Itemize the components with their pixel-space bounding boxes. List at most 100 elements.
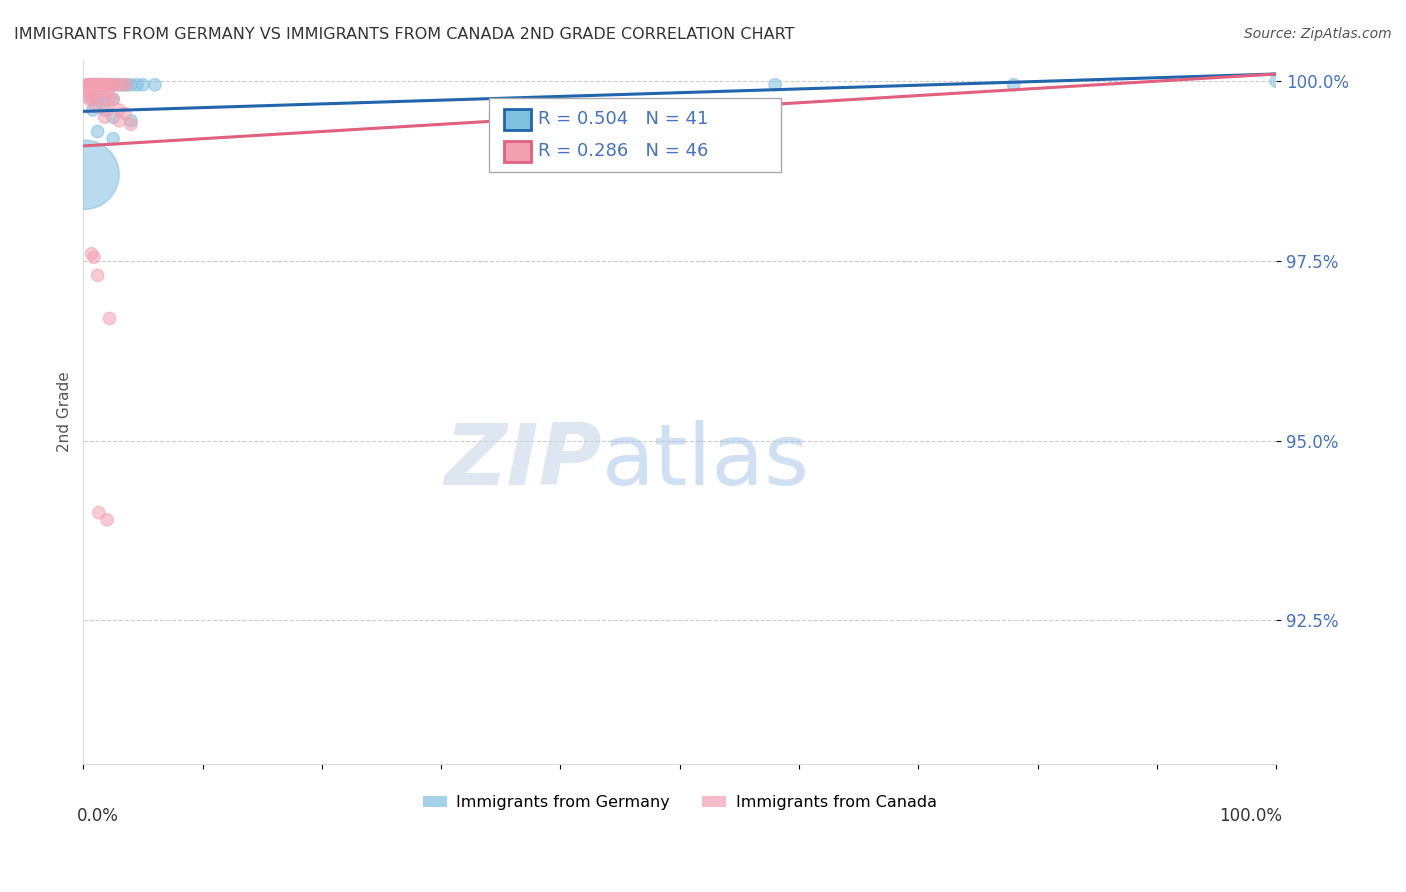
Legend: Immigrants from Germany, Immigrants from Canada: Immigrants from Germany, Immigrants from…	[416, 789, 943, 816]
Point	[101, 110, 124, 124]
Point	[84, 78, 107, 92]
Point	[114, 106, 136, 120]
Point	[80, 78, 103, 92]
Point	[94, 92, 117, 106]
Point	[1265, 74, 1288, 88]
Point	[80, 246, 103, 260]
Point	[77, 78, 100, 92]
Point	[77, 78, 100, 92]
Point	[76, 78, 98, 92]
Point	[94, 78, 117, 92]
Point	[91, 78, 114, 92]
Point	[82, 103, 104, 117]
Point	[105, 78, 128, 92]
Point	[111, 78, 134, 92]
Point	[77, 78, 100, 92]
Point	[1002, 78, 1025, 92]
Text: R = 0.286   N = 46: R = 0.286 N = 46	[537, 142, 709, 161]
Point	[93, 78, 115, 92]
Point	[77, 78, 100, 92]
Point	[96, 513, 118, 527]
Point	[86, 78, 108, 92]
Point	[104, 78, 127, 92]
Point	[108, 113, 131, 128]
Point	[77, 92, 100, 106]
Point	[108, 103, 131, 117]
Point	[110, 78, 132, 92]
Text: 100.0%: 100.0%	[1219, 806, 1282, 824]
Point	[96, 78, 118, 92]
Point	[98, 78, 121, 92]
Point	[87, 506, 110, 520]
Point	[96, 78, 118, 92]
Point	[76, 81, 98, 95]
Point	[132, 78, 155, 92]
Point	[101, 92, 124, 106]
Point	[101, 78, 124, 92]
Point	[125, 78, 148, 92]
Point	[98, 311, 121, 326]
Point	[101, 131, 124, 145]
Point	[86, 78, 108, 92]
Point	[87, 78, 110, 92]
Point	[87, 78, 110, 92]
Text: atlas: atlas	[602, 420, 810, 503]
Point	[115, 78, 138, 92]
Point	[96, 103, 118, 117]
Point	[101, 78, 124, 92]
Point	[89, 78, 111, 92]
Point	[86, 268, 108, 283]
Point	[763, 78, 786, 92]
Point	[84, 99, 107, 113]
Point	[90, 92, 112, 106]
Point	[94, 78, 117, 92]
Point	[84, 85, 107, 99]
Point	[89, 78, 111, 92]
Point	[77, 88, 100, 103]
Bar	[505, 109, 530, 130]
Point	[86, 78, 108, 92]
Point	[98, 92, 121, 106]
Point	[80, 92, 103, 106]
Point	[96, 85, 118, 99]
Point	[86, 124, 108, 138]
Point	[90, 85, 112, 99]
FancyBboxPatch shape	[489, 98, 782, 172]
Text: Source: ZipAtlas.com: Source: ZipAtlas.com	[1244, 27, 1392, 41]
Text: R = 0.504   N = 41: R = 0.504 N = 41	[537, 111, 709, 128]
Point	[101, 92, 124, 106]
Point	[91, 78, 114, 92]
Point	[86, 78, 108, 92]
Point	[80, 78, 103, 92]
Point	[73, 168, 96, 182]
Point	[90, 78, 112, 92]
Point	[100, 78, 122, 92]
Point	[115, 78, 138, 92]
Point	[83, 78, 105, 92]
Point	[79, 78, 101, 92]
Bar	[505, 141, 530, 161]
Point	[97, 78, 120, 92]
Point	[120, 113, 142, 128]
Point	[108, 78, 131, 92]
Point	[77, 85, 100, 99]
Point	[84, 78, 107, 92]
Point	[83, 250, 105, 264]
Text: IMMIGRANTS FROM GERMANY VS IMMIGRANTS FROM CANADA 2ND GRADE CORRELATION CHART: IMMIGRANTS FROM GERMANY VS IMMIGRANTS FR…	[14, 27, 794, 42]
Text: 0.0%: 0.0%	[77, 806, 120, 824]
Point	[82, 78, 104, 92]
Point	[120, 117, 142, 131]
Point	[143, 78, 166, 92]
Point	[90, 78, 112, 92]
Text: ZIP: ZIP	[444, 420, 602, 503]
Point	[93, 78, 115, 92]
Point	[82, 78, 104, 92]
Point	[86, 92, 108, 106]
Point	[83, 78, 105, 92]
Point	[94, 103, 117, 117]
Point	[94, 78, 117, 92]
Point	[82, 92, 104, 106]
Point	[94, 110, 117, 124]
Y-axis label: 2nd Grade: 2nd Grade	[58, 372, 72, 452]
Point	[120, 78, 142, 92]
